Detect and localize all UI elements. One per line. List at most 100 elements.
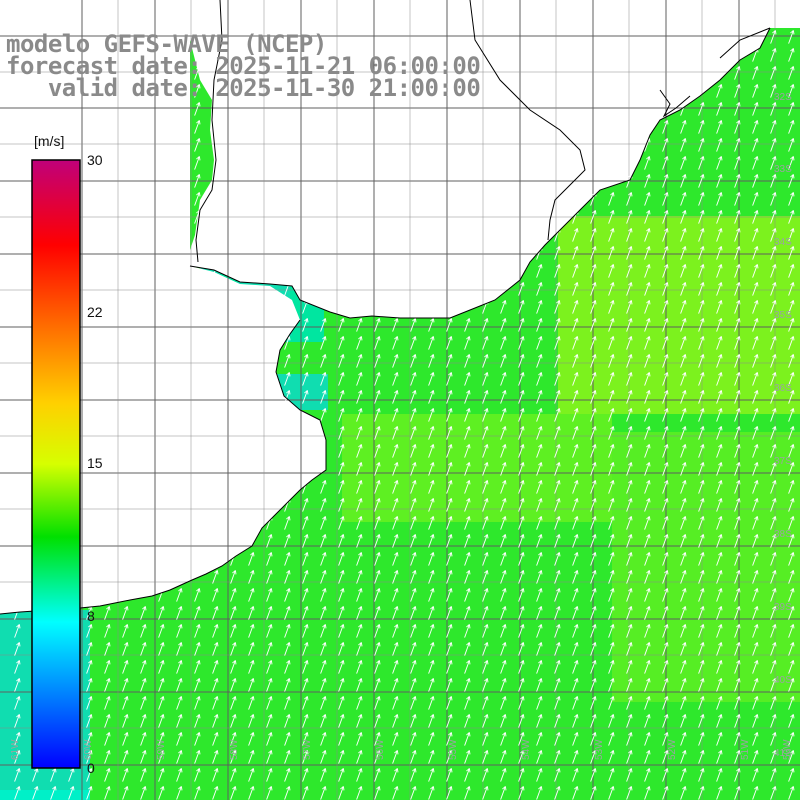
wind-cell	[396, 342, 414, 360]
wind-arrow	[320, 678, 327, 692]
wind-cell	[342, 432, 360, 450]
wind-arrow	[752, 570, 759, 584]
wind-cell	[576, 378, 594, 396]
wind-cell	[702, 630, 720, 648]
wind-arrow	[518, 516, 525, 530]
wind-cell	[756, 774, 774, 792]
wind-cell	[486, 702, 504, 720]
wind-arrow	[698, 660, 705, 674]
wind-cell	[468, 684, 486, 702]
wind-cell	[594, 720, 612, 738]
wind-arrow	[122, 750, 129, 764]
wind-cell	[396, 468, 414, 486]
wind-arrow	[680, 570, 687, 584]
wind-arrow	[212, 750, 219, 764]
wind-arrow	[194, 66, 201, 80]
wind-cell	[576, 540, 594, 558]
wind-cell	[198, 738, 216, 756]
wind-arrow	[752, 408, 759, 422]
wind-arrow	[626, 588, 633, 602]
wind-cell	[630, 486, 648, 504]
wind-arrow	[734, 156, 741, 170]
wind-arrow	[662, 606, 669, 620]
wind-cell	[162, 666, 180, 684]
wind-arrow	[392, 732, 399, 746]
wind-cell	[432, 378, 450, 396]
wind-cell	[666, 450, 684, 468]
wind-arrow	[644, 552, 651, 566]
wind-arrow	[716, 84, 723, 98]
wind-arrow	[248, 786, 255, 800]
wind-arrow	[590, 444, 597, 458]
wind-cell	[594, 702, 612, 720]
wind-arrow	[770, 714, 777, 728]
wind-cell	[738, 792, 756, 800]
wind-cell	[468, 450, 486, 468]
wind-arrow	[770, 192, 777, 206]
wind-arrow	[770, 84, 777, 98]
wind-arrow	[482, 318, 489, 332]
wind-cell	[594, 450, 612, 468]
wind-arrow	[698, 426, 705, 440]
wind-cell	[720, 648, 738, 666]
wind-arrow	[554, 696, 561, 710]
wind-cell	[108, 792, 126, 800]
wind-arrow	[428, 642, 435, 656]
wind-arrow	[230, 786, 237, 800]
wind-cell	[234, 666, 252, 684]
wind-cell	[648, 720, 666, 738]
wind-cell	[144, 720, 162, 738]
wind-arrow	[536, 282, 543, 296]
wind-arrow	[770, 588, 777, 602]
wind-cell	[198, 792, 216, 800]
wind-arrow	[230, 714, 237, 728]
wind-arrow	[338, 642, 345, 656]
wind-cell	[738, 90, 756, 108]
wind-cell	[612, 216, 630, 234]
wind-arrow	[590, 390, 597, 404]
wind-cell	[612, 486, 630, 504]
wind-cell	[792, 234, 800, 252]
wind-arrow	[374, 534, 381, 548]
wind-arrow	[86, 732, 93, 746]
wind-arrow	[752, 318, 759, 332]
wind-arrow	[536, 498, 543, 512]
wind-arrow	[320, 318, 327, 332]
wind-cell	[90, 702, 108, 720]
wind-arrow	[194, 714, 201, 728]
wind-arrow	[770, 552, 777, 566]
wind-cell	[648, 468, 666, 486]
wind-arrow	[302, 786, 309, 800]
wind-arrow	[356, 552, 363, 566]
wind-cell	[540, 666, 558, 684]
wind-cell	[594, 414, 612, 432]
wind-arrow	[662, 408, 669, 422]
wind-arrow	[248, 696, 255, 710]
wind-cell	[576, 720, 594, 738]
wind-cell	[180, 630, 198, 648]
wind-cell	[396, 666, 414, 684]
wind-cell	[378, 432, 396, 450]
wind-cell	[774, 540, 792, 558]
wind-cell	[684, 306, 702, 324]
wind-cell	[702, 450, 720, 468]
wind-cell	[504, 612, 522, 630]
wind-cell	[630, 720, 648, 738]
wind-arrow	[734, 102, 741, 116]
wind-arrow	[356, 498, 363, 512]
wind-cell	[666, 522, 684, 540]
wind-arrow	[716, 426, 723, 440]
wind-arrow	[230, 678, 237, 692]
wind-arrow	[554, 534, 561, 548]
wind-cell	[378, 504, 396, 522]
wind-arrow	[464, 372, 471, 386]
wind-arrow	[392, 606, 399, 620]
wind-arrow	[770, 390, 777, 404]
wind-cell	[288, 342, 306, 360]
wind-arrow	[788, 480, 795, 494]
wind-arrow	[176, 768, 183, 782]
wind-arrow	[50, 786, 57, 800]
wind-cell	[468, 360, 486, 378]
wind-cell	[360, 504, 378, 522]
